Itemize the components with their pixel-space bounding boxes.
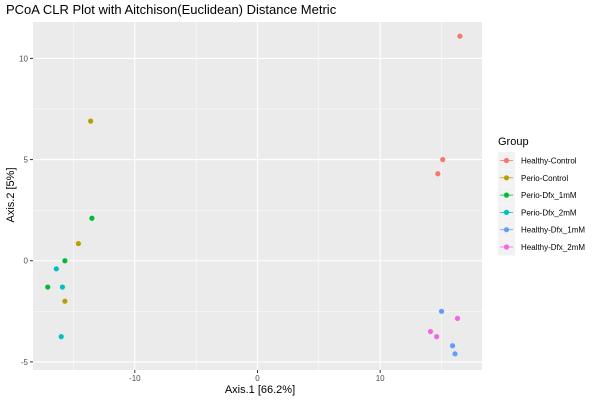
legend-label: Healthy-Dfx_2mM [521, 243, 585, 252]
data-point [452, 351, 458, 357]
x-tick-label: -10 [129, 374, 141, 383]
legend-label: Perio-Dfx_1mM [521, 191, 577, 200]
data-point [45, 284, 51, 290]
data-point [435, 171, 441, 177]
data-point [89, 215, 95, 221]
legend-key-point [503, 157, 510, 164]
legend-key-point [503, 209, 510, 215]
y-tick-label: 5 [24, 156, 29, 165]
axis-ticks: -10 0 10 -5 0 5 10 [19, 54, 385, 383]
x-tick-label: 0 [255, 374, 260, 383]
data-point [440, 156, 446, 163]
legend: Group Healthy-Control Perio-Control Perio-… [498, 136, 585, 256]
legend-key-point [503, 227, 510, 233]
data-point [88, 118, 94, 124]
data-point [62, 298, 68, 304]
data-point [438, 308, 445, 314]
legend-title: Group [498, 136, 529, 148]
legend-key-point [503, 175, 510, 181]
legend-label: Healthy-Control [521, 157, 577, 166]
data-point [454, 315, 461, 322]
y-tick-label: 10 [19, 54, 28, 63]
data-point [434, 334, 440, 340]
data-point [449, 343, 456, 349]
legend-label: Perio-Control [521, 174, 568, 183]
data-points [45, 33, 463, 357]
legend-key-point [503, 192, 510, 198]
data-point [62, 258, 68, 264]
data-point [457, 33, 463, 39]
plot-panel [33, 22, 482, 370]
x-axis-title: Axis.1 [66.2%] [225, 384, 295, 396]
y-tick-label: -5 [21, 358, 29, 367]
data-point [427, 328, 434, 335]
legend-key-point [503, 244, 510, 250]
y-axis-title: Axis.2 [5%] [5, 167, 17, 222]
legend-label: Healthy-Dfx_1mM [521, 226, 585, 235]
legend-label: Perio-Dfx_2mM [521, 208, 577, 217]
chart-title: PCoA CLR Plot with Aitchison(Euclidean) … [6, 2, 337, 17]
data-point [59, 284, 66, 290]
y-tick-label: 0 [24, 257, 29, 266]
data-point [53, 266, 59, 272]
data-point [75, 240, 81, 247]
x-tick-label: 10 [376, 374, 385, 383]
data-point [58, 334, 64, 340]
